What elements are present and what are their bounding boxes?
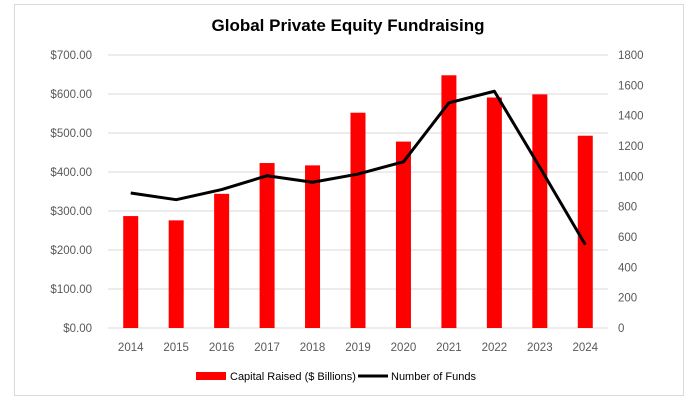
y-right-tick-label: 200: [618, 293, 637, 305]
x-tick-label: 2014: [118, 342, 144, 354]
x-tick-label: 2022: [482, 342, 508, 354]
x-tick-label: 2015: [163, 342, 189, 354]
y-right-tick-label: 1400: [618, 111, 644, 123]
legend-label-funds: Number of Funds: [391, 371, 476, 383]
bar-2022: [486, 97, 502, 328]
y-left-tick-label: $300.00: [50, 206, 92, 218]
bar-2020: [395, 141, 411, 328]
bar-2016: [214, 193, 230, 328]
bar-2021: [441, 75, 457, 328]
chart-frame: [14, 4, 684, 396]
y-right-tick-label: 1200: [618, 141, 644, 153]
y-right-tick-label: 600: [618, 232, 637, 244]
legend-label-capital: Capital Raised ($ Billions): [230, 371, 356, 383]
chart-title: Global Private Equity Fundraising: [212, 16, 485, 35]
bar-2023: [532, 94, 548, 328]
x-tick-label: 2016: [209, 342, 235, 354]
y-right-tick-label: 1000: [618, 171, 644, 183]
bar-2018: [305, 165, 321, 328]
y-left-tick-label: $200.00: [50, 245, 92, 257]
x-tick-label: 2019: [345, 342, 371, 354]
y-right-tick-label: 0: [618, 323, 624, 335]
bar-2024: [577, 135, 593, 328]
y-left-tick-label: $0.00: [63, 323, 92, 335]
y-right-tick-label: 400: [618, 262, 637, 274]
y-left-tick-label: $500.00: [50, 128, 92, 140]
bar-2019: [350, 112, 366, 328]
bar-2014: [123, 216, 139, 328]
y-left-tick-label: $100.00: [50, 284, 92, 296]
bar-2015: [168, 220, 184, 328]
x-tick-label: 2021: [436, 342, 462, 354]
y-right-tick-label: 800: [618, 202, 637, 214]
y-left-tick-label: $400.00: [50, 167, 92, 179]
y-left-tick-label: $700.00: [50, 50, 92, 62]
bar-2017: [259, 163, 275, 328]
x-tick-label: 2024: [572, 342, 598, 354]
x-tick-label: 2018: [300, 342, 326, 354]
y-left-tick-label: $600.00: [50, 89, 92, 101]
y-right-tick-label: 1600: [618, 80, 644, 92]
x-tick-label: 2020: [391, 342, 417, 354]
legend-swatch-capital: [196, 372, 226, 380]
x-tick-label: 2017: [254, 342, 280, 354]
x-tick-label: 2023: [527, 342, 553, 354]
y-right-tick-label: 1800: [618, 50, 644, 62]
